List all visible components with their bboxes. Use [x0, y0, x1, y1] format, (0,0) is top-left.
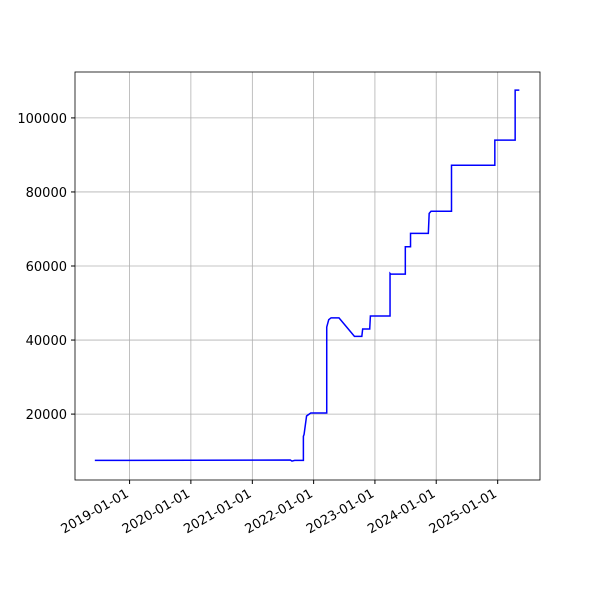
- y-tick-label: 60000: [26, 260, 67, 275]
- y-tick-label: 100000: [17, 112, 67, 127]
- y-tick-label: 20000: [26, 408, 67, 423]
- axes-frame: [74, 71, 541, 481]
- y-tick-label: 40000: [26, 334, 67, 349]
- data-line: [94, 89, 520, 462]
- y-tick-label: 80000: [26, 186, 67, 201]
